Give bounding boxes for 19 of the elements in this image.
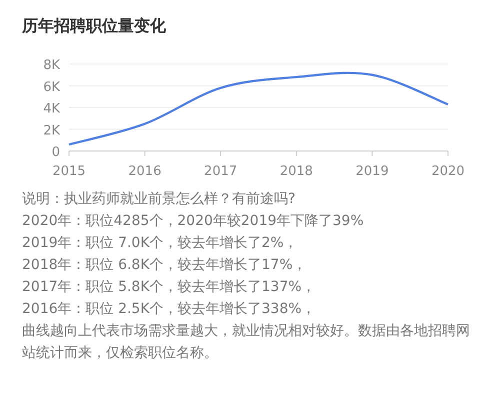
text: 2017年：职位 5.8K个，较去年增长了137%， bbox=[22, 278, 317, 297]
x-tick-label: 2019 bbox=[356, 164, 389, 179]
y-tick-label: 8K bbox=[43, 58, 60, 73]
text: 说明：执业药师就业前景怎么样？有前途吗? bbox=[22, 190, 296, 209]
text: 2018年：职位 6.8K个，较去年增长了17%， bbox=[22, 256, 308, 275]
y-tick-label: 2K bbox=[43, 123, 60, 138]
y-tick-label: 6K bbox=[43, 80, 60, 95]
text: 曲线越向上代表市场需求量越大，就业情况相对较好。数据由各地招聘网站统计而来，仅检索职位名称。 bbox=[22, 322, 471, 363]
x-tick-label: 2015 bbox=[52, 164, 86, 179]
text: 2019年：职位 7.0K个，较去年增长了2%， bbox=[22, 234, 299, 253]
x-tick-label: 2018 bbox=[280, 164, 313, 179]
text: 2016年：职位 2.5K个，较去年增长了338%， bbox=[22, 300, 317, 319]
text: 2020年：职位4285个，2020年较2019年下降了39% bbox=[22, 212, 365, 231]
y-tick-label: 4K bbox=[43, 102, 60, 116]
chart-title: 历年招聘职位量变化 bbox=[22, 16, 166, 37]
y-tick-label: 0 bbox=[52, 145, 60, 160]
x-tick-label: 2016 bbox=[128, 164, 162, 179]
x-tick-label: 2020 bbox=[431, 164, 465, 179]
x-tick-label: 2017 bbox=[204, 164, 238, 179]
